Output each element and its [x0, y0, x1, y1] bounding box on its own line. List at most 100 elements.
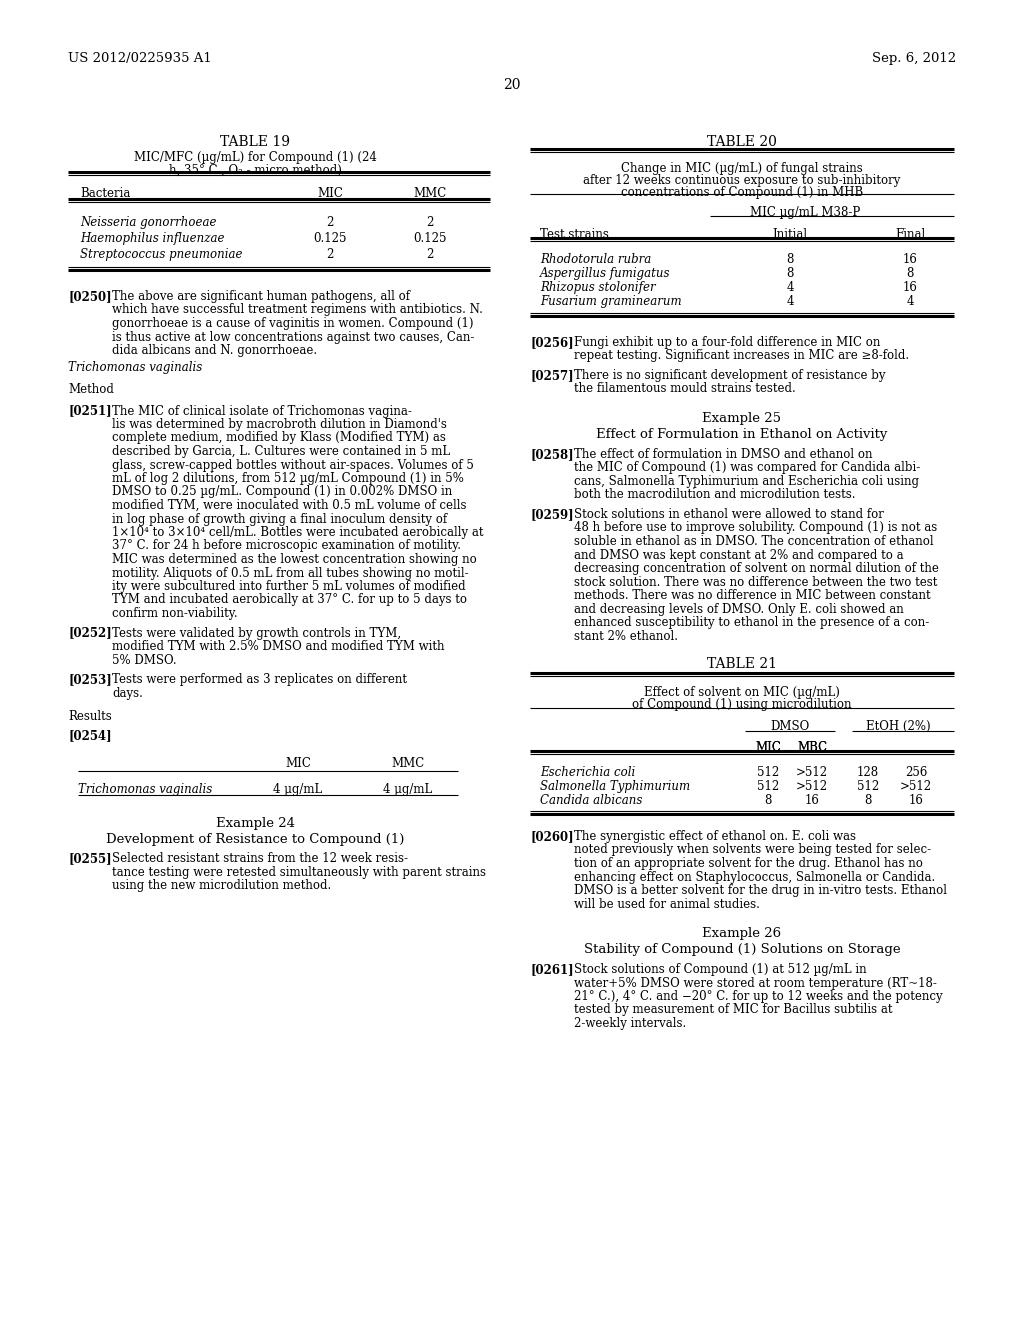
Text: enhanced susceptibility to ethanol in the presence of a con-: enhanced susceptibility to ethanol in th…: [574, 616, 929, 630]
Text: days.: days.: [112, 686, 143, 700]
Text: 2: 2: [327, 248, 334, 261]
Text: Effect of solvent on MIC (µg/mL): Effect of solvent on MIC (µg/mL): [644, 686, 840, 700]
Text: gonorrhoeae is a cause of vaginitis in women. Compound (1): gonorrhoeae is a cause of vaginitis in w…: [112, 317, 473, 330]
Text: [0252]: [0252]: [68, 627, 112, 639]
Text: 4: 4: [786, 281, 794, 294]
Text: repeat testing. Significant increases in MIC are ≥8-fold.: repeat testing. Significant increases in…: [574, 350, 909, 363]
Text: lis was determined by macrobroth dilution in Diamond's: lis was determined by macrobroth dilutio…: [112, 418, 446, 432]
Text: 5% DMSO.: 5% DMSO.: [112, 653, 176, 667]
Text: will be used for animal studies.: will be used for animal studies.: [574, 898, 760, 911]
Text: Fungi exhibit up to a four-fold difference in MIC on: Fungi exhibit up to a four-fold differen…: [574, 337, 881, 348]
Text: Sep. 6, 2012: Sep. 6, 2012: [871, 51, 956, 65]
Text: MMC: MMC: [391, 756, 425, 770]
Text: tance testing were retested simultaneously with parent strains: tance testing were retested simultaneous…: [112, 866, 486, 879]
Text: which have successful treatment regimens with antibiotics. N.: which have successful treatment regimens…: [112, 304, 483, 317]
Text: [0257]: [0257]: [530, 370, 573, 381]
Text: [0258]: [0258]: [530, 447, 573, 461]
Text: [0254]: [0254]: [68, 730, 112, 742]
Text: modified TYM with 2.5% DMSO and modified TYM with: modified TYM with 2.5% DMSO and modified…: [112, 640, 444, 653]
Text: both the macrodilution and microdilution tests.: both the macrodilution and microdilution…: [574, 488, 855, 502]
Text: h, 35° C., O₂ - micro method): h, 35° C., O₂ - micro method): [169, 164, 341, 177]
Text: cans, Salmonella Typhimurium and Escherichia coli using: cans, Salmonella Typhimurium and Escheri…: [574, 475, 919, 488]
Text: stock solution. There was no difference between the two test: stock solution. There was no difference …: [574, 576, 937, 589]
Text: TABLE 20: TABLE 20: [707, 135, 777, 149]
Text: 4 µg/mL: 4 µg/mL: [273, 783, 323, 796]
Text: methods. There was no difference in MIC between constant: methods. There was no difference in MIC …: [574, 589, 931, 602]
Text: TABLE 19: TABLE 19: [220, 135, 290, 149]
Text: DMSO to 0.25 µg/mL. Compound (1) in 0.002% DMSO in: DMSO to 0.25 µg/mL. Compound (1) in 0.00…: [112, 486, 453, 499]
Text: Rhizopus stolonifer: Rhizopus stolonifer: [540, 281, 655, 294]
Text: 256: 256: [905, 766, 927, 779]
Text: MIC/MFC (µg/mL) for Compound (1) (24: MIC/MFC (µg/mL) for Compound (1) (24: [133, 150, 377, 164]
Text: enhancing effect on Staphylococcus, Salmonella or Candida.: enhancing effect on Staphylococcus, Salm…: [574, 870, 935, 883]
Text: ity were subcultured into further 5 mL volumes of modified: ity were subcultured into further 5 mL v…: [112, 579, 466, 593]
Text: 21° C.), 4° C. and −20° C. for up to 12 weeks and the potency: 21° C.), 4° C. and −20° C. for up to 12 …: [574, 990, 943, 1003]
Text: 512: 512: [857, 780, 880, 793]
Text: Final: Final: [895, 228, 925, 242]
Text: 4: 4: [906, 294, 913, 308]
Text: 2: 2: [426, 216, 434, 228]
Text: Example 25: Example 25: [702, 412, 781, 425]
Text: The synergistic effect of ethanol on. E. coli was: The synergistic effect of ethanol on. E.…: [574, 830, 856, 843]
Text: Change in MIC (µg/mL) of fungal strains: Change in MIC (µg/mL) of fungal strains: [622, 162, 863, 176]
Text: 20: 20: [503, 78, 521, 92]
Text: Initial: Initial: [772, 228, 808, 242]
Text: Stock solutions in ethanol were allowed to stand for: Stock solutions in ethanol were allowed …: [574, 508, 884, 521]
Text: dida albicans and N. gonorrhoeae.: dida albicans and N. gonorrhoeae.: [112, 345, 317, 356]
Text: Rhodotorula rubra: Rhodotorula rubra: [540, 253, 651, 267]
Text: The effect of formulation in DMSO and ethanol on: The effect of formulation in DMSO and et…: [574, 447, 872, 461]
Text: the MIC of Compound (1) was compared for Candida albi-: the MIC of Compound (1) was compared for…: [574, 462, 921, 474]
Text: The MIC of clinical isolate of Trichomonas vagina-: The MIC of clinical isolate of Trichomon…: [112, 404, 412, 417]
Text: >512: >512: [796, 780, 828, 793]
Text: MIC was determined as the lowest concentration showing no: MIC was determined as the lowest concent…: [112, 553, 477, 566]
Text: Results: Results: [68, 710, 112, 723]
Text: concentrations of Compound (1) in MHB: concentrations of Compound (1) in MHB: [621, 186, 863, 199]
Text: 8: 8: [906, 267, 913, 280]
Text: Method: Method: [68, 383, 114, 396]
Text: MIC: MIC: [755, 741, 781, 754]
Text: using the new microdilution method.: using the new microdilution method.: [112, 879, 331, 892]
Text: Tests were performed as 3 replicates on different: Tests were performed as 3 replicates on …: [112, 673, 407, 686]
Text: 8: 8: [864, 795, 871, 807]
Text: 1×10⁴ to 3×10⁴ cell/mL. Bottles were incubated aerobically at: 1×10⁴ to 3×10⁴ cell/mL. Bottles were inc…: [112, 525, 483, 539]
Text: Test strains: Test strains: [540, 228, 609, 242]
Text: of Compound (1) using microdilution: of Compound (1) using microdilution: [632, 698, 852, 711]
Text: described by Garcia, L. Cultures were contained in 5 mL: described by Garcia, L. Cultures were co…: [112, 445, 451, 458]
Text: >512: >512: [900, 780, 932, 793]
Text: mL of log 2 dilutions, from 512 µg/mL Compound (1) in 5%: mL of log 2 dilutions, from 512 µg/mL Co…: [112, 473, 464, 484]
Text: tested by measurement of MIC for Bacillus subtilis at: tested by measurement of MIC for Bacillu…: [574, 1003, 893, 1016]
Text: [0261]: [0261]: [530, 964, 573, 975]
Text: Example 26: Example 26: [702, 927, 781, 940]
Text: soluble in ethanol as in DMSO. The concentration of ethanol: soluble in ethanol as in DMSO. The conce…: [574, 535, 934, 548]
Text: 16: 16: [805, 795, 819, 807]
Text: Aspergillus fumigatus: Aspergillus fumigatus: [540, 267, 671, 280]
Text: [0255]: [0255]: [68, 853, 112, 866]
Text: Escherichia coli: Escherichia coli: [540, 766, 635, 779]
Text: Streptococcus pneumoniae: Streptococcus pneumoniae: [80, 248, 243, 261]
Text: 8: 8: [764, 795, 772, 807]
Text: The above are significant human pathogens, all of: The above are significant human pathogen…: [112, 290, 410, 304]
Text: 4 µg/mL: 4 µg/mL: [383, 783, 432, 796]
Text: complete medium, modified by Klass (Modified TYM) as: complete medium, modified by Klass (Modi…: [112, 432, 445, 445]
Text: 128: 128: [857, 766, 879, 779]
Text: MBC: MBC: [797, 741, 827, 754]
Text: noted previously when solvents were being tested for selec-: noted previously when solvents were bein…: [574, 843, 931, 857]
Text: TYM and incubated aerobically at 37° C. for up to 5 days to: TYM and incubated aerobically at 37° C. …: [112, 594, 467, 606]
Text: Selected resistant strains from the 12 week resis-: Selected resistant strains from the 12 w…: [112, 853, 408, 866]
Text: >512: >512: [796, 766, 828, 779]
Text: 37° C. for 24 h before microscopic examination of motility.: 37° C. for 24 h before microscopic exami…: [112, 540, 461, 553]
Text: 512: 512: [757, 780, 779, 793]
Text: glass, screw-capped bottles without air-spaces. Volumes of 5: glass, screw-capped bottles without air-…: [112, 458, 474, 471]
Text: Fusarium graminearum: Fusarium graminearum: [540, 294, 682, 308]
Text: MIC: MIC: [285, 756, 311, 770]
Text: 512: 512: [757, 766, 779, 779]
Text: Haemophilus influenzae: Haemophilus influenzae: [80, 232, 224, 246]
Text: after 12 weeks continuous exposure to sub-inhibitory: after 12 weeks continuous exposure to su…: [584, 174, 901, 187]
Text: DMSO: DMSO: [770, 719, 810, 733]
Text: stant 2% ethanol.: stant 2% ethanol.: [574, 630, 678, 643]
Text: 0.125: 0.125: [414, 232, 446, 246]
Text: [0253]: [0253]: [68, 673, 112, 686]
Text: Stock solutions of Compound (1) at 512 µg/mL in: Stock solutions of Compound (1) at 512 µ…: [574, 964, 866, 975]
Text: US 2012/0225935 A1: US 2012/0225935 A1: [68, 51, 212, 65]
Text: 2-weekly intervals.: 2-weekly intervals.: [574, 1016, 686, 1030]
